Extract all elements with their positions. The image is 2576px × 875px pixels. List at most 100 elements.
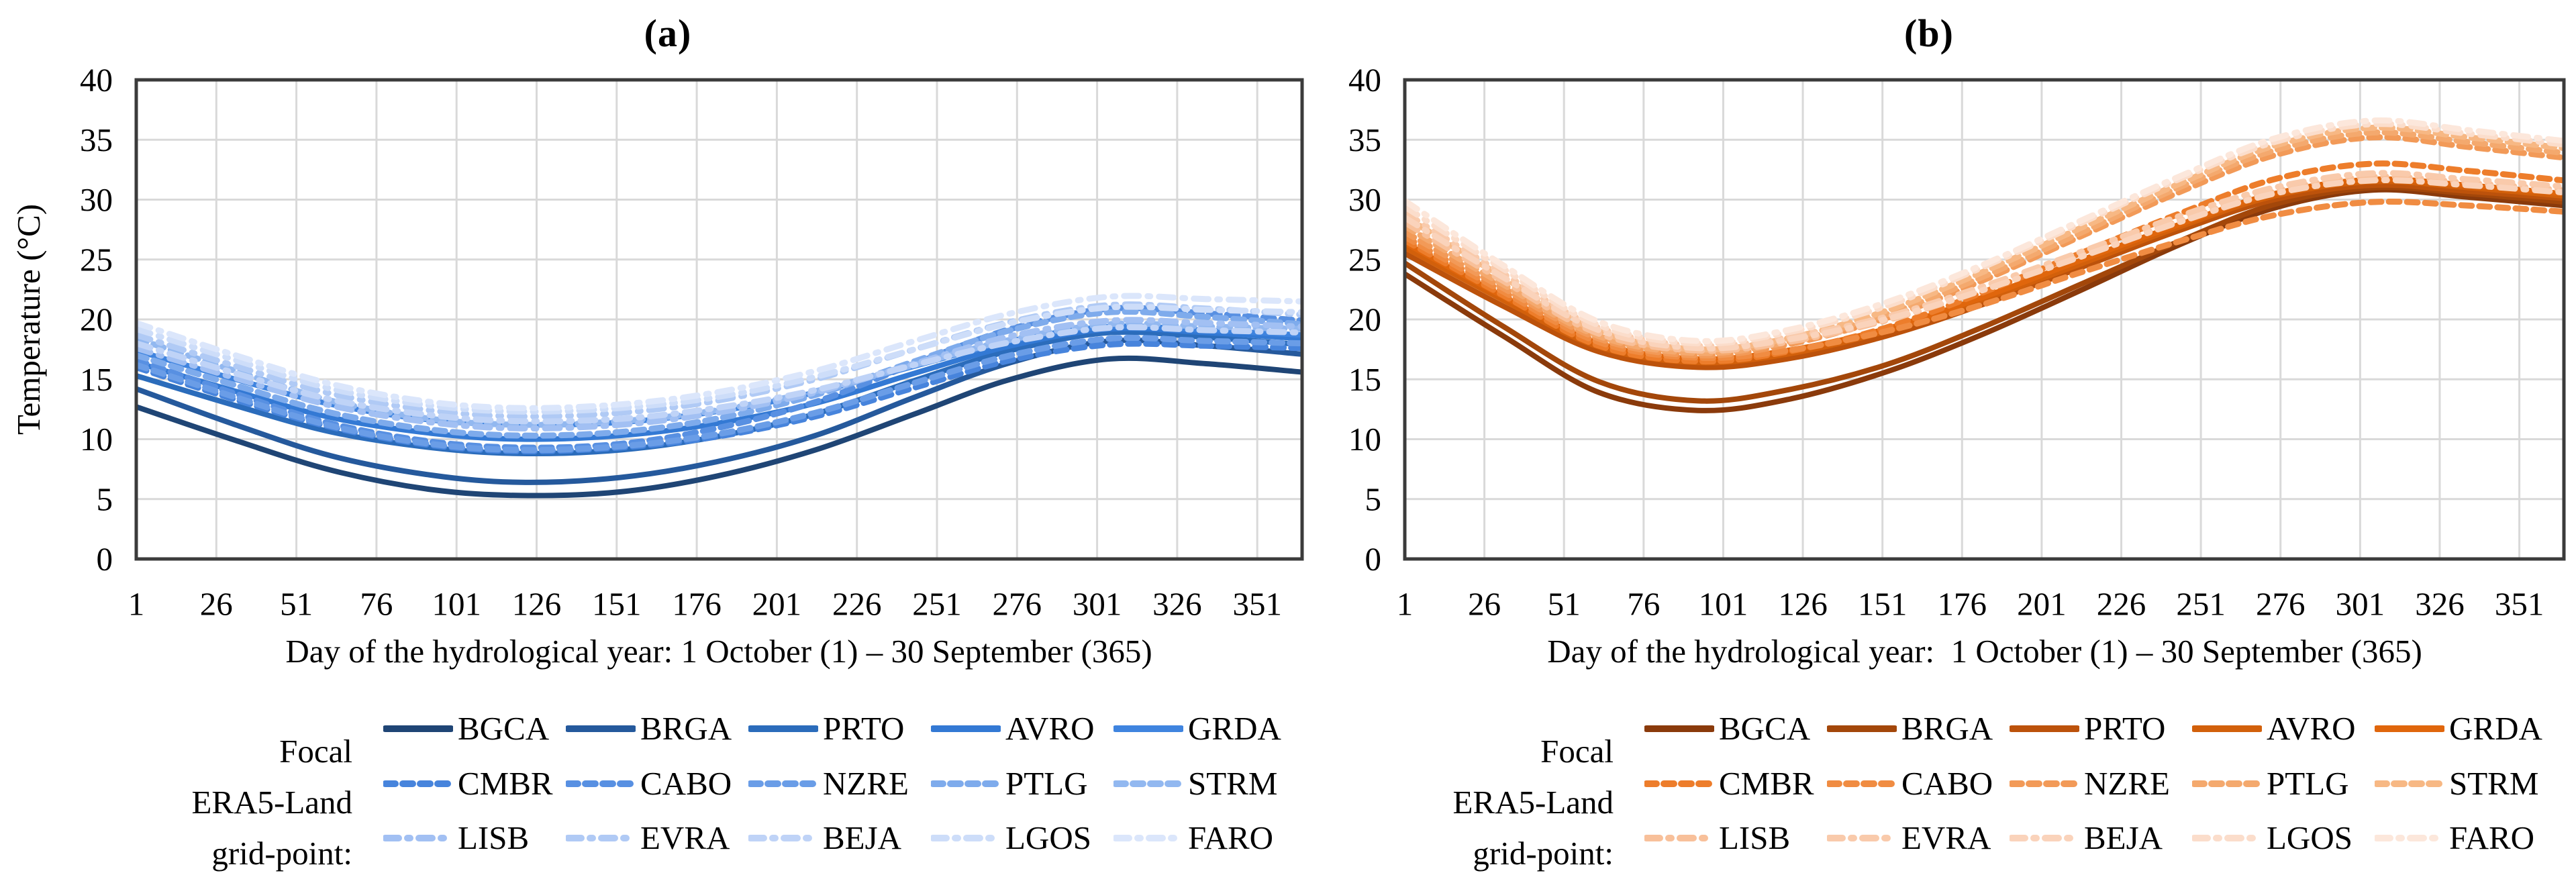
series-line-LGOS-a bbox=[136, 303, 1302, 415]
legend-entry-CMBR-b: CMBR bbox=[1644, 766, 1814, 802]
legend-title-line: grid-point: bbox=[211, 835, 352, 872]
legend-swatch-BGCA-b bbox=[1644, 725, 1714, 732]
legend-label-BEJA-b: BEJA bbox=[2084, 819, 2163, 856]
legend-swatch-STRM-b bbox=[2375, 780, 2444, 787]
x-tick-label: 351 bbox=[1232, 586, 1282, 623]
legend-swatch-BGCA-a bbox=[383, 725, 453, 732]
x-tick-label: 176 bbox=[672, 586, 722, 623]
plot-border bbox=[1403, 78, 2566, 561]
panel-title-a: (a) bbox=[644, 11, 692, 55]
x-tick-label: 276 bbox=[993, 586, 1042, 623]
x-tick-label: 301 bbox=[1073, 586, 1122, 623]
legend-label-BEJA-a: BEJA bbox=[823, 819, 902, 856]
legend-entry-BGCA-b: BGCA bbox=[1644, 711, 1810, 747]
legend-entry-PRTO-b: PRTO bbox=[2010, 711, 2165, 747]
legend-swatch-GRDA-b bbox=[2375, 725, 2444, 732]
y-tick-label: 0 bbox=[97, 541, 113, 578]
series-line-LGOS-b bbox=[1405, 121, 2564, 347]
x-tick-label: 51 bbox=[1548, 586, 1581, 623]
legend-entry-AVRO-a: AVRO bbox=[931, 711, 1095, 747]
legend-label-LGOS-a: LGOS bbox=[1005, 819, 1091, 856]
legend-label-LGOS-b: LGOS bbox=[2267, 819, 2352, 856]
x-tick-label: 201 bbox=[2017, 586, 2067, 623]
legend-swatch-STRM-a bbox=[1113, 780, 1183, 787]
series-line-BEJA-a bbox=[136, 324, 1302, 425]
legend-label-PTLG-b: PTLG bbox=[2267, 765, 2349, 802]
legend-swatch-LISB-a bbox=[383, 835, 453, 841]
legend-swatch-PTLG-a bbox=[931, 780, 1001, 787]
legend-swatch-BEJA-a bbox=[748, 835, 818, 841]
legend-entry-GRDA-b: GRDA bbox=[2375, 711, 2542, 747]
x-tick-label: 1 bbox=[128, 586, 145, 623]
legend-swatch-PRTO-b bbox=[2010, 725, 2079, 732]
legend-swatch-CABO-a bbox=[566, 780, 636, 787]
y-tick-label: 40 bbox=[1348, 62, 1381, 99]
plot-border bbox=[134, 78, 1304, 561]
y-tick-label: 10 bbox=[1348, 421, 1381, 458]
x-axis-title-b: Day of the hydrological year: 1 October … bbox=[1547, 633, 2422, 670]
x-tick-label: 176 bbox=[1938, 586, 1987, 623]
x-tick-label: 301 bbox=[2336, 586, 2385, 623]
legend-label-STRM-a: STRM bbox=[1188, 765, 1278, 802]
legend-entry-CMBR-a: CMBR bbox=[383, 766, 553, 802]
legend-label-AVRO-a: AVRO bbox=[1005, 710, 1095, 747]
legend-entry-BGCA-a: BGCA bbox=[383, 711, 549, 747]
legend-entry-LGOS-a: LGOS bbox=[931, 820, 1091, 856]
y-tick-label: 35 bbox=[80, 121, 113, 158]
series-line-FARO-b bbox=[1405, 117, 2564, 344]
x-tick-label: 101 bbox=[1699, 586, 1748, 623]
series-line-LISB-a bbox=[136, 317, 1302, 431]
y-tick-label: 15 bbox=[80, 361, 113, 398]
series-line-BGCA-a bbox=[136, 355, 1302, 499]
legend-swatch-NZRE-a bbox=[748, 780, 818, 787]
series-line-PTLG-a bbox=[136, 308, 1302, 439]
legend-entry-BRGA-a: BRGA bbox=[566, 711, 732, 747]
legend-label-NZRE-b: NZRE bbox=[2084, 765, 2170, 802]
x-tick-label: 251 bbox=[2176, 586, 2226, 623]
legend-label-CMBR-a: CMBR bbox=[458, 765, 553, 802]
legend-label-STRM-b: STRM bbox=[2449, 765, 2539, 802]
legend-label-BGCA-b: BGCA bbox=[1719, 710, 1811, 747]
legend-title-line: ERA5-Land bbox=[1452, 784, 1614, 821]
x-tick-label: 201 bbox=[752, 586, 802, 623]
x-tick-label: 251 bbox=[912, 586, 962, 623]
legend-label-BRGA-b: BRGA bbox=[1901, 710, 1993, 747]
legend-swatch-AVRO-a bbox=[931, 725, 1001, 732]
y-tick-label: 40 bbox=[80, 62, 113, 99]
legend-swatch-GRDA-a bbox=[1113, 725, 1183, 732]
legend-swatch-LISB-b bbox=[1644, 835, 1714, 841]
x-tick-label: 151 bbox=[1858, 586, 1908, 623]
legend-label-GRDA-b: GRDA bbox=[2449, 710, 2542, 747]
legend-label-FARO-a: FARO bbox=[1188, 819, 1274, 856]
legend-entry-CABO-a: CABO bbox=[566, 766, 732, 802]
y-tick-label: 10 bbox=[80, 421, 113, 458]
y-tick-label: 35 bbox=[1348, 121, 1381, 158]
legend-entry-NZRE-b: NZRE bbox=[2010, 766, 2170, 802]
legend-title-line: grid-point: bbox=[1473, 835, 1614, 872]
y-tick-label: 30 bbox=[1348, 181, 1381, 218]
legend-swatch-EVRA-a bbox=[566, 835, 636, 841]
x-tick-label: 326 bbox=[2415, 586, 2465, 623]
x-tick-label: 351 bbox=[2495, 586, 2544, 623]
legend-title-line: ERA5-Land bbox=[191, 784, 353, 821]
legend-entry-BEJA-b: BEJA bbox=[2010, 820, 2163, 856]
legend-label-AVRO-b: AVRO bbox=[2267, 710, 2356, 747]
legend-swatch-BEJA-b bbox=[2010, 835, 2079, 841]
x-tick-label: 1 bbox=[1397, 586, 1414, 623]
legend-entry-CABO-b: CABO bbox=[1827, 766, 1993, 802]
series-line-STRM-a bbox=[136, 320, 1302, 428]
y-tick-label: 5 bbox=[97, 480, 113, 517]
legend-entry-FARO-b: FARO bbox=[2375, 820, 2534, 856]
legend-entry-NZRE-a: NZRE bbox=[748, 766, 909, 802]
y-tick-label: 5 bbox=[1365, 480, 1382, 517]
legend-label-CABO-b: CABO bbox=[1901, 765, 1993, 802]
series-line-CABO-b bbox=[1405, 198, 2564, 361]
legend-entry-FARO-a: FARO bbox=[1113, 820, 1273, 856]
x-tick-label: 76 bbox=[1627, 586, 1660, 623]
legend-swatch-LGOS-a bbox=[931, 835, 1001, 841]
x-tick-label: 26 bbox=[200, 586, 233, 623]
legend-entry-PRTO-a: PRTO bbox=[748, 711, 904, 747]
legend-entry-PTLG-b: PTLG bbox=[2192, 766, 2349, 802]
legend-swatch-EVRA-b bbox=[1827, 835, 1897, 841]
